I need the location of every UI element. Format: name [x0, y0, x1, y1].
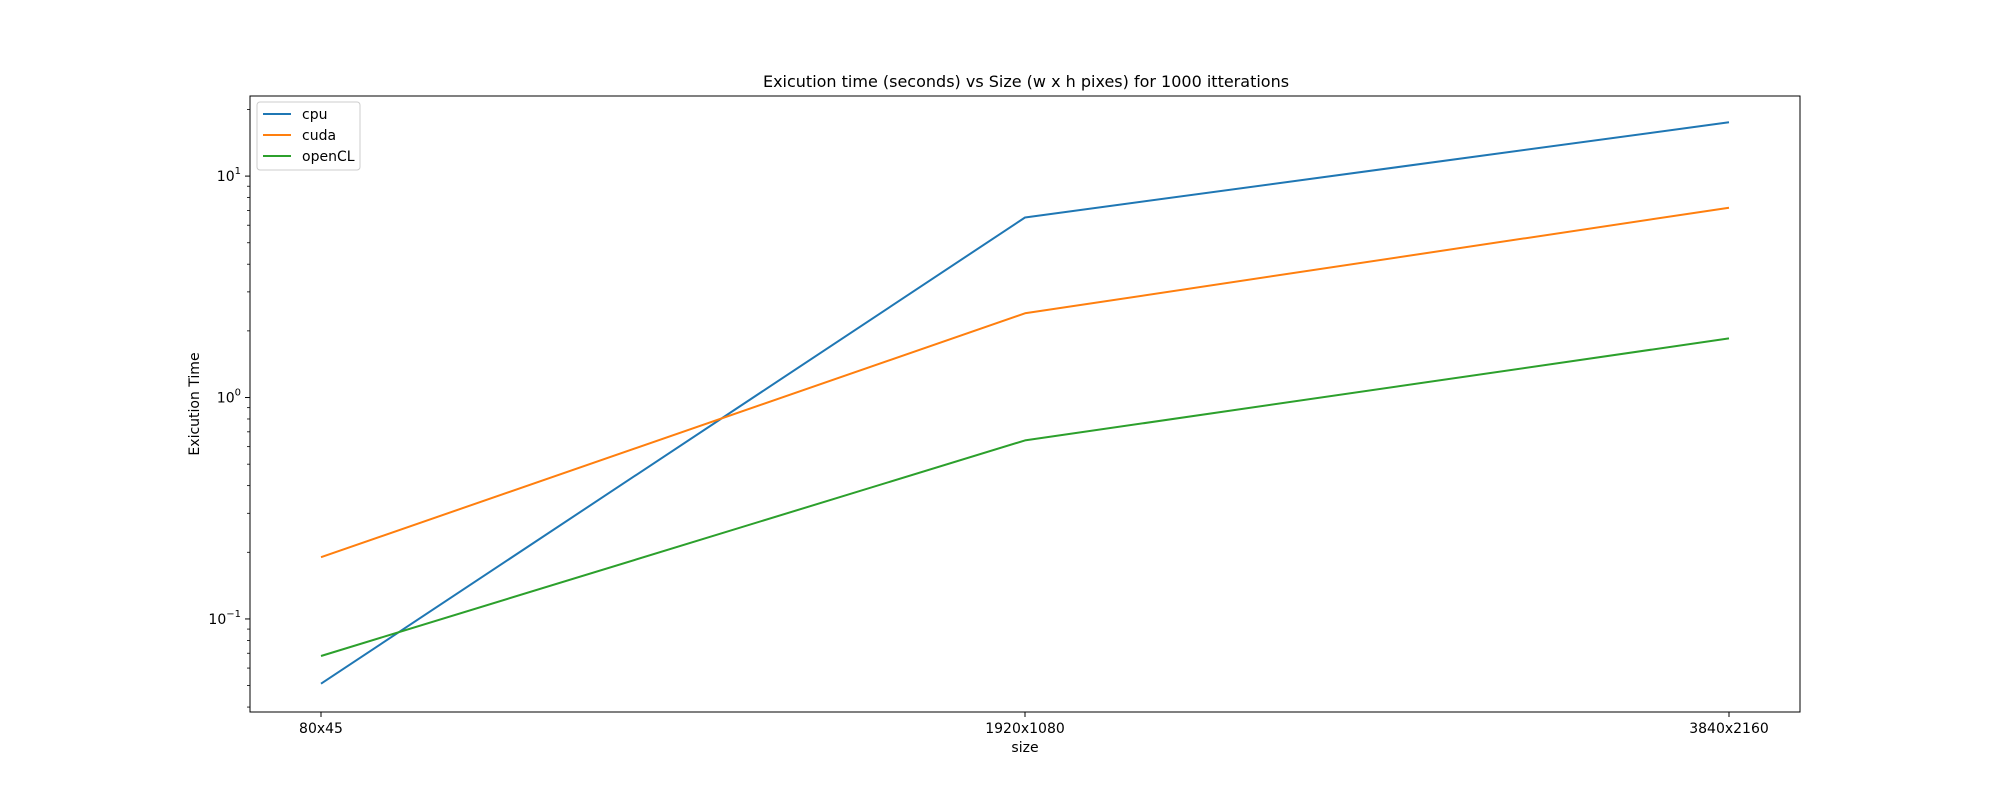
x-tick-label: 1920x1080: [985, 721, 1065, 737]
series-lines: [320, 121, 1730, 685]
y-axis-minor-ticks: [247, 109, 250, 708]
series-line-cpu: [320, 121, 1730, 685]
legend-label-cuda: cuda: [302, 128, 336, 144]
chart-title: Exicution time (seconds) vs Size (w x h …: [763, 72, 1289, 91]
legend-box: [256, 101, 361, 171]
series-line-opencl: [320, 337, 1730, 657]
y-tick-label: 10−1: [208, 609, 241, 628]
series-line-cuda: [320, 206, 1730, 559]
legend: cpu cuda openCL: [256, 101, 361, 171]
x-tick-label: 3840x2160: [1689, 721, 1769, 737]
x-axis-ticks: 80x45 1920x1080 3840x2160: [299, 712, 1769, 737]
legend-label-cpu: cpu: [302, 107, 327, 123]
y-axis-ticks: 10−1 100 101: [208, 166, 250, 628]
legend-label-opencl: openCL: [302, 149, 355, 165]
y-tick-label: 101: [217, 166, 241, 185]
y-tick-label: 100: [217, 388, 241, 407]
x-axis-label: size: [1011, 740, 1038, 756]
x-tick-label: 80x45: [299, 721, 343, 737]
y-axis-label: Exicution Time: [187, 352, 203, 455]
